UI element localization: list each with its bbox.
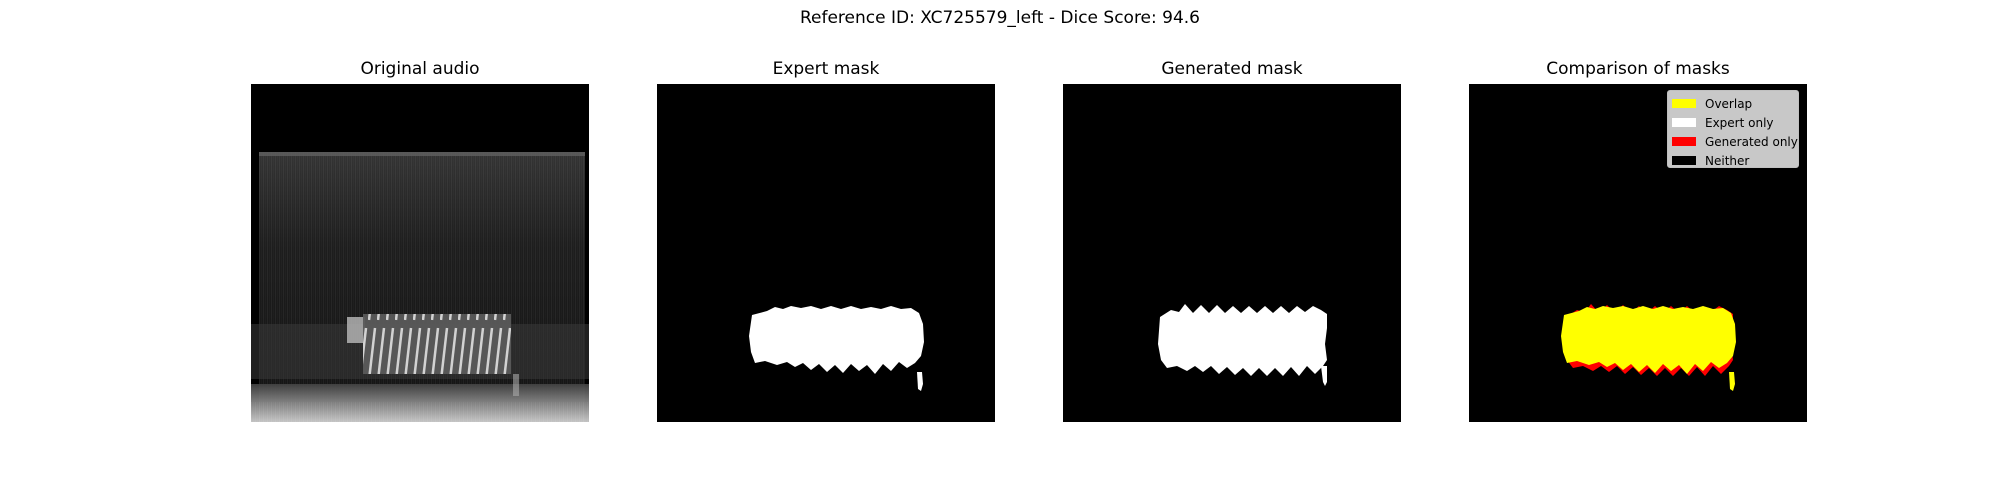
spectrogram-image	[251, 84, 589, 422]
legend-label-neither: Neither	[1705, 153, 1750, 168]
noise-stripes	[259, 152, 585, 422]
generated-mask-image	[1063, 84, 1401, 422]
call-tail	[513, 374, 519, 396]
noise-top-edge	[259, 152, 585, 156]
legend-item-expert-only: Expert only	[1672, 113, 1794, 132]
original-audio-panel: Original audio	[251, 59, 589, 422]
neither-swatch	[1672, 156, 1696, 165]
overlap-swatch	[1672, 99, 1696, 108]
generated-mask-svg	[1063, 84, 1401, 422]
comparison-panel: Comparison of masks Overlap Expert only …	[1469, 59, 1807, 422]
expert-mask-tail	[917, 372, 923, 391]
generated-mask-title: Generated mask	[1161, 59, 1303, 79]
expert-mask-title: Expert mask	[772, 59, 880, 79]
expert-mask-panel: Expert mask	[657, 59, 995, 422]
expert-only-swatch	[1672, 118, 1696, 127]
expert-mask-image	[657, 84, 995, 422]
expert-mask-svg	[657, 84, 995, 422]
call-onset	[347, 317, 365, 343]
overlap-region	[1561, 306, 1736, 374]
bottom-band-stripes	[251, 402, 589, 422]
legend-label-expert-only: Expert only	[1705, 115, 1774, 130]
overlap-tail	[1729, 372, 1735, 391]
comparison-image: Overlap Expert only Generated only Neith…	[1469, 84, 1807, 422]
legend-item-generated-only: Generated only	[1672, 132, 1798, 151]
expert-mask-region	[749, 306, 924, 374]
legend-item-neither: Neither	[1672, 151, 1794, 170]
legend-item-overlap: Overlap	[1672, 94, 1794, 113]
legend: Overlap Expert only Generated only Neith…	[1667, 90, 1799, 168]
generated-mask-region	[1158, 304, 1327, 376]
legend-label-overlap: Overlap	[1705, 96, 1753, 111]
original-audio-title: Original audio	[360, 59, 480, 79]
generated-mask-panel: Generated mask	[1063, 59, 1401, 422]
spectrogram-svg	[251, 84, 589, 422]
comparison-title: Comparison of masks	[1546, 59, 1730, 79]
bird-call-ridges	[363, 314, 511, 374]
generated-mask-tail	[1321, 366, 1327, 386]
figure-title: Reference ID: XC725579_left - Dice Score…	[799, 8, 1200, 28]
legend-label-generated-only: Generated only	[1705, 134, 1798, 149]
generated-only-swatch	[1672, 137, 1696, 146]
